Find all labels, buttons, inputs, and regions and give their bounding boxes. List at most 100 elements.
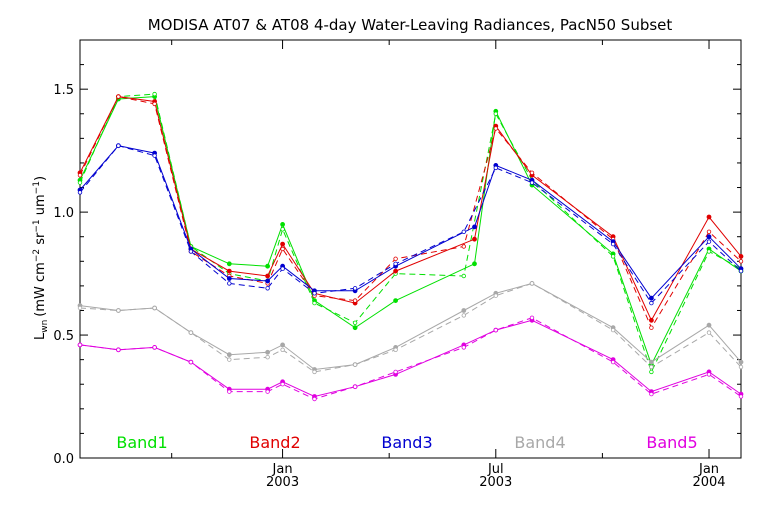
data-point (116, 308, 121, 313)
y-axis-label-exp1: −2 (32, 249, 42, 262)
data-point (265, 389, 270, 394)
data-point (738, 364, 744, 370)
data-point (393, 256, 398, 261)
series-band3-dashed (77, 143, 744, 306)
data-point (493, 327, 498, 333)
data-point (393, 268, 399, 274)
data-point (649, 300, 654, 306)
series-band4-solid (77, 280, 744, 372)
y-axis-label-units: (mW cm (33, 262, 48, 317)
data-point (706, 330, 712, 335)
data-point (610, 327, 616, 333)
x-tick-label-month-0: Jan (272, 462, 293, 477)
data-point (152, 101, 157, 107)
data-point (352, 320, 358, 325)
data-point (610, 359, 616, 365)
data-point (312, 300, 317, 306)
data-point (649, 325, 654, 330)
data-point (393, 347, 398, 352)
data-point (152, 305, 157, 311)
data-point (227, 357, 232, 362)
data-point (493, 111, 498, 116)
series-line-5 (79, 145, 742, 304)
data-point (77, 342, 83, 348)
data-point (265, 278, 271, 284)
data-point (738, 253, 744, 259)
data-point (226, 261, 232, 267)
y-tick-label-3: 1.5 (53, 83, 74, 98)
series-line-8 (79, 319, 742, 398)
data-point (265, 355, 270, 360)
data-point (393, 369, 398, 375)
data-point (352, 384, 358, 389)
data-point (352, 362, 358, 367)
series-line-3 (79, 96, 742, 329)
series-band2-solid (77, 94, 744, 323)
series-line-6 (79, 282, 742, 371)
x-tick-label-month-2: Jan (698, 462, 719, 477)
data-point (265, 263, 271, 269)
data-point (280, 347, 285, 352)
series-line-4 (79, 145, 742, 299)
data-point (188, 249, 194, 254)
data-point (472, 224, 477, 230)
legend-band2: Band2 (249, 433, 300, 452)
data-point (226, 268, 232, 274)
data-point (116, 347, 121, 352)
data-point (529, 170, 535, 175)
data-point (649, 359, 654, 365)
data-point (312, 369, 317, 375)
data-point (393, 298, 399, 304)
data-point (461, 345, 466, 350)
data-point (529, 180, 535, 185)
data-point (280, 246, 285, 252)
data-point (77, 305, 83, 311)
svg-text:Lwn(mW cm−2 sr−1 um−1): Lwn(mW cm−2 sr−1 um−1) (32, 176, 50, 340)
data-point (738, 359, 744, 365)
data-point (472, 236, 477, 242)
x-tick-label-year-0: 2003 (266, 475, 299, 490)
y-axis-label-exp3: −1 (32, 181, 42, 194)
data-point (280, 227, 285, 232)
plot-frame (79, 39, 742, 459)
data-point (649, 317, 654, 323)
data-point (77, 180, 83, 185)
series-line-9 (79, 317, 742, 400)
data-point (226, 276, 232, 281)
y-axis-label-close: ) (33, 176, 48, 181)
data-point (280, 221, 286, 227)
data-point (738, 259, 744, 264)
data-point (312, 396, 317, 402)
y-axis-label-sr: sr (33, 232, 48, 249)
data-point (493, 126, 498, 131)
data-point (461, 244, 466, 249)
x-tick-label-year-2: 2004 (692, 475, 725, 490)
y-axis-label: Lwn(mW cm−2 sr−1 um−1) (32, 176, 50, 340)
data-point (461, 273, 466, 279)
x-tick-label-year-1: 2003 (479, 475, 512, 490)
legend: Band1 Band2 Band3 Band4 Band5 (116, 433, 697, 452)
y-tick-label-1: 0.5 (53, 329, 74, 344)
legend-band5: Band5 (646, 433, 697, 452)
legend-band4: Band4 (514, 433, 565, 452)
data-point (649, 364, 654, 370)
data-point (280, 382, 285, 387)
y-axis-label-exp2: −1 (32, 219, 42, 232)
data-point (188, 359, 194, 365)
data-point (493, 293, 498, 298)
data-point (461, 308, 467, 313)
data-point (610, 241, 616, 247)
data-point (706, 234, 712, 240)
data-point (116, 143, 121, 148)
data-point (227, 281, 232, 286)
data-point (352, 298, 358, 303)
data-point (706, 372, 712, 377)
legend-band1: Band1 (116, 433, 167, 452)
data-point (649, 295, 654, 301)
data-point (352, 325, 358, 331)
data-point (352, 286, 358, 291)
y-tick-label-2: 1.0 (53, 206, 74, 221)
data-point (77, 190, 83, 195)
